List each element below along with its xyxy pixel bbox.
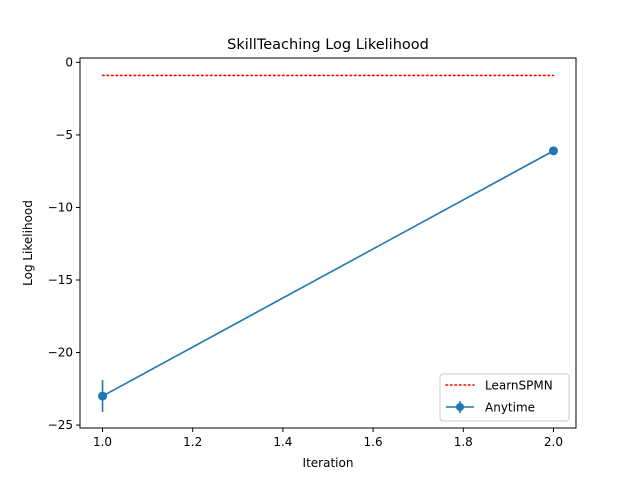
y-tick-label: 0 [65, 55, 73, 69]
data-point [548, 146, 558, 156]
x-tick-label: 1.2 [183, 435, 202, 449]
y-axis: 0 −5 −10 −15 −20 −25 [48, 55, 80, 432]
data-point [98, 391, 108, 401]
x-tick-label: 2.0 [544, 435, 563, 449]
chart-title: SkillTeaching Log Likelihood [227, 37, 429, 53]
series-group [98, 74, 558, 413]
x-tick-label: 1.6 [364, 435, 383, 449]
axes-frame [79, 57, 577, 429]
legend-box [439, 373, 570, 422]
x-axis: 1.0 1.2 1.4 1.6 1.8 2.0 [93, 428, 563, 449]
series-line-anytime [102, 150, 554, 397]
y-axis-label: Log Likelihood [21, 200, 35, 286]
x-tick-label: 1.8 [454, 435, 473, 449]
y-tick-label: −15 [48, 273, 73, 287]
y-tick-label: −5 [55, 128, 73, 142]
y-tick-label: −10 [48, 200, 73, 214]
plot-area [79, 57, 577, 429]
legend-label: Anytime [485, 401, 535, 415]
y-tick-label: −20 [48, 346, 73, 360]
legend: LearnSPMN Anytime [439, 373, 570, 422]
y-tick-label: −25 [48, 418, 73, 432]
x-axis-label: Iteration [303, 456, 354, 470]
x-tick-label: 1.0 [93, 435, 112, 449]
legend-marker [456, 403, 464, 411]
x-tick-label: 1.4 [273, 435, 292, 449]
legend-label: LearnSPMN [485, 379, 553, 393]
